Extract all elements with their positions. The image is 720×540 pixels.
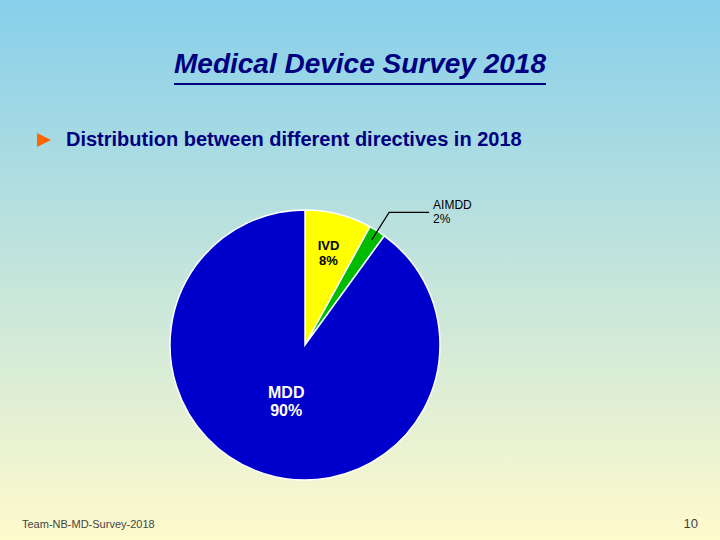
svg-text:AIMDD2%: AIMDD2% [433,198,472,226]
html-text:Distribution between different: Distribution between different directive… [66,128,522,150]
svg-text:MDD90%: MDD90% [268,384,304,419]
html-text:Team-NB-MD-Survey-2018: Team-NB-MD-Survey-2018 [22,518,155,530]
html-text:10: 10 [683,516,698,531]
svg-text:IVD8%: IVD8% [318,238,340,268]
html-text:Medical Device Survey 2018: Medical Device Survey 2018 [174,48,546,79]
